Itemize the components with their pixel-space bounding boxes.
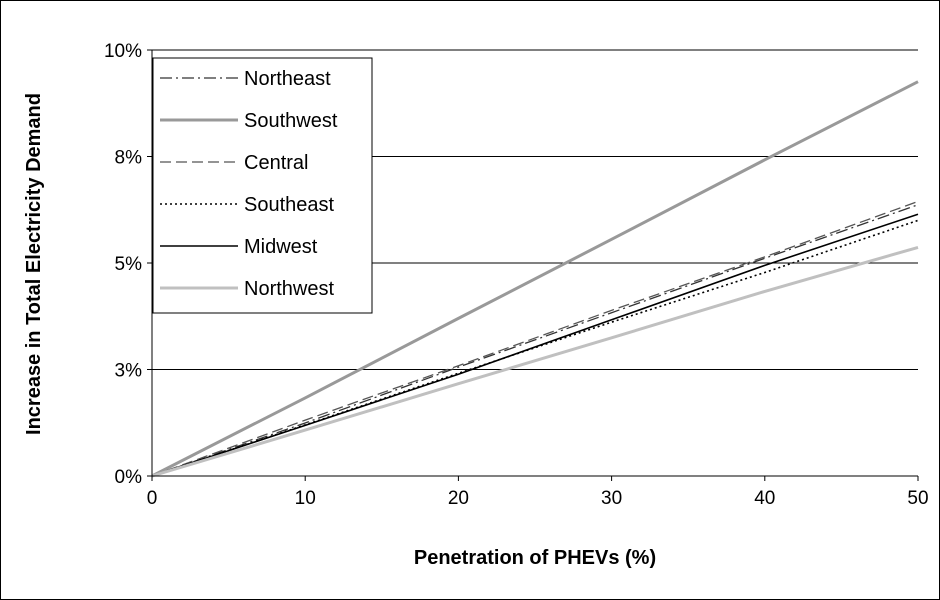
- legend-box: [152, 57, 373, 314]
- legend-label-southwest: Southwest: [244, 110, 338, 132]
- legend-label-northwest: Northwest: [244, 278, 334, 300]
- x-tick-label: 10: [295, 488, 316, 509]
- series-line-southwest: [151, 80, 919, 478]
- y-tick-label: 10%: [104, 41, 142, 62]
- legend-label-northeast: Northeast: [244, 68, 331, 90]
- y-axis-title: Increase in Total Electricity Demand: [23, 93, 45, 435]
- axes: [147, 49, 919, 481]
- series-line-northwest: [151, 245, 919, 478]
- legend: Northeast Southwest Central Southeast Midwes…: [152, 57, 373, 314]
- tick-labels: 0% 3% 5% 8% 10% 0 10 20 30 40 50: [104, 41, 929, 509]
- x-axis-title: Penetration of PHEVs (%): [414, 547, 656, 569]
- series-line-midwest: [151, 213, 919, 477]
- series-line-northeast: [151, 204, 919, 477]
- legend-entries: Northeast Southwest Central Southeast Midwes…: [160, 68, 338, 300]
- legend-label-midwest: Midwest: [244, 236, 318, 258]
- x-tick-label: 40: [754, 488, 775, 509]
- y-tick-label: 0%: [115, 467, 143, 488]
- x-tick-label: 0: [147, 488, 158, 509]
- y-tick-label: 3%: [115, 361, 143, 382]
- series-line-central: [151, 200, 919, 477]
- y-tick-label: 5%: [115, 254, 143, 275]
- y-tick-label: 8%: [115, 148, 143, 169]
- x-tick-label: 30: [601, 488, 622, 509]
- x-tick-label: 50: [907, 488, 928, 509]
- legend-label-southeast: Southeast: [244, 194, 335, 216]
- x-tick-label: 20: [448, 488, 469, 509]
- legend-label-central: Central: [244, 152, 308, 174]
- series-lines: [151, 80, 919, 478]
